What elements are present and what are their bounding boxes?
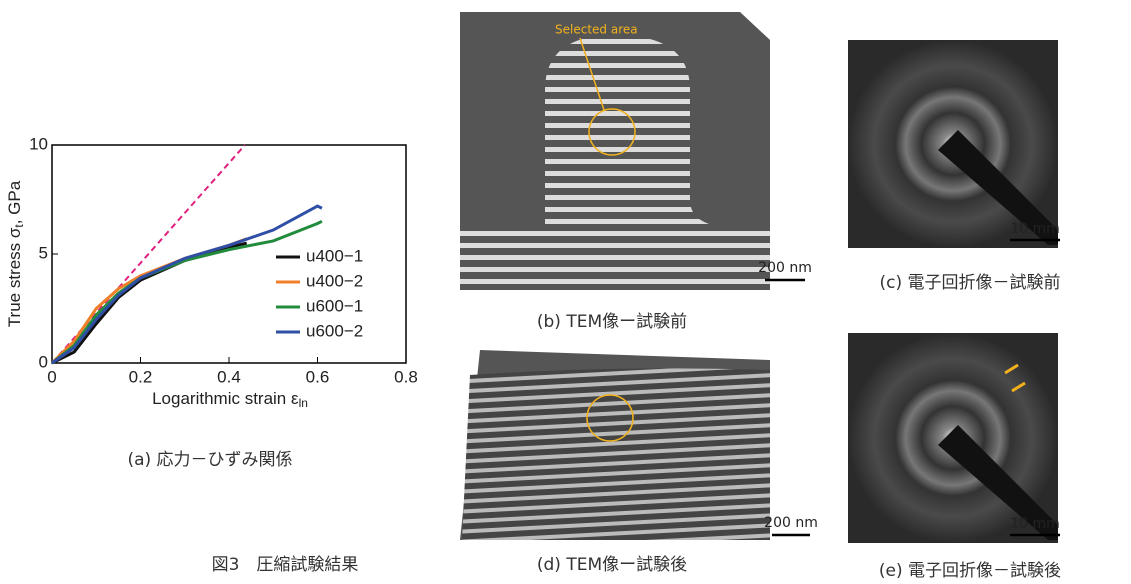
x-tick-label: 0.6: [306, 367, 330, 386]
series-line: [52, 221, 322, 363]
legend-label: u600−2: [306, 321, 363, 340]
y-tick-label: 0: [39, 352, 48, 371]
x-tick-label: 0.4: [217, 367, 241, 386]
figure-caption: 図3 圧縮試験結果: [212, 555, 359, 575]
tem-before: [460, 12, 770, 290]
caption: (c) 電子回折像－試験前: [879, 273, 1060, 293]
figure: Selected area 200 nm 200 nm 10 mm 10 mm …: [0, 0, 1131, 584]
x-label-sub: ln: [299, 396, 308, 410]
x-tick-label: 0: [47, 367, 56, 386]
series-line: [52, 206, 322, 363]
y-label-suffix: , GPa: [5, 180, 24, 224]
scale-label: 200 nm: [764, 515, 818, 531]
caption: (a) 応力－ひずみ関係: [127, 450, 292, 470]
caption: (d) TEM像ー試験後: [537, 555, 687, 575]
y-tick-label: 10: [29, 134, 48, 153]
x-tick-label: 0.8: [394, 367, 418, 386]
x-tick-label: 0.2: [129, 367, 153, 386]
caption: (e) 電子回折像－試験後: [879, 561, 1061, 581]
caption: (b) TEM像ー試験前: [537, 312, 687, 332]
annotation: Selected area: [555, 23, 638, 37]
scale-label: 10 mm: [1010, 221, 1060, 237]
legend-label: u600−1: [306, 296, 363, 315]
tem-after: [460, 350, 770, 540]
scale-label: 10 mm: [1010, 516, 1060, 532]
legend-label: u400−2: [306, 271, 363, 290]
x-axis-label: Logarithmic strain εln: [152, 389, 308, 410]
y-label: True stress σ: [5, 227, 24, 327]
x-label: Logarithmic strain ε: [152, 389, 299, 408]
y-axis-label: True stress σt, GPa: [5, 180, 26, 327]
series-line: [52, 243, 247, 363]
legend-label: u400−1: [306, 246, 363, 265]
scale-label: 200 nm: [758, 260, 812, 276]
y-tick-label: 5: [39, 243, 48, 262]
